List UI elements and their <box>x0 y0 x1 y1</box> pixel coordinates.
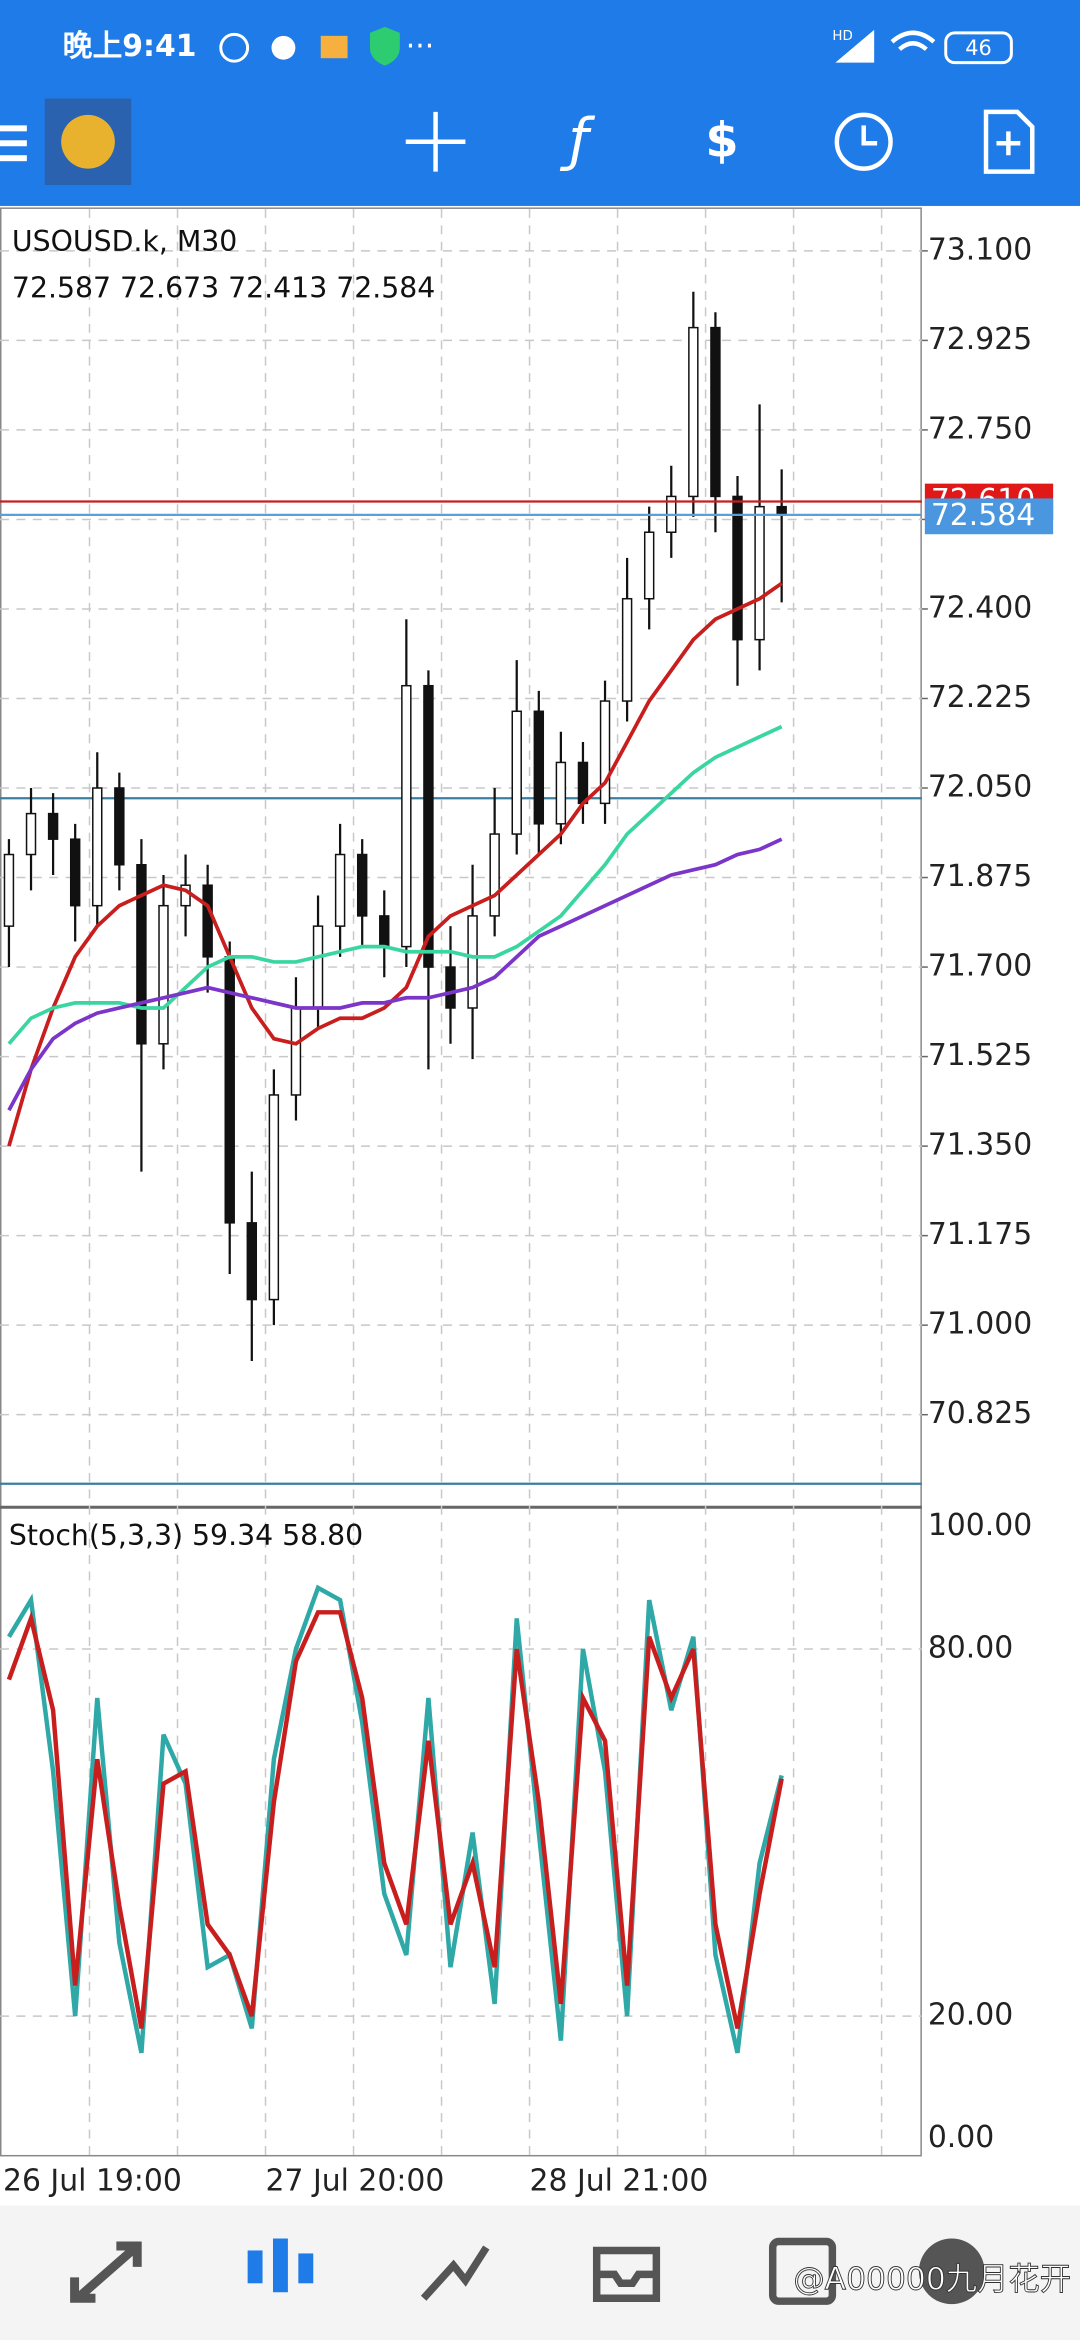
x-tick-label: 26 Jul 19:00 <box>3 2163 182 2198</box>
x-tick-label: 28 Jul 21:00 <box>530 2163 709 2198</box>
y-tick-label: 72.050 <box>928 770 1032 805</box>
y-tick-label: 71.175 <box>928 1217 1032 1252</box>
x-tick-label: 27 Jul 20:00 <box>266 2163 445 2198</box>
stoch-tick-label: 20.00 <box>928 1998 1013 2033</box>
candle-body <box>224 956 235 1224</box>
candle-body <box>158 904 169 1045</box>
candle-body <box>69 838 81 907</box>
candle-body <box>555 761 567 825</box>
stoch-tick-label: 80.00 <box>928 1631 1013 1666</box>
candle-body <box>643 531 655 600</box>
wifi-icon <box>890 30 936 51</box>
candle-body <box>754 505 765 641</box>
candle-body <box>290 1007 302 1096</box>
nav-news[interactable] <box>768 2237 837 2305</box>
alarm-icon <box>219 32 250 63</box>
indicator-line <box>7 581 783 1147</box>
y-tick-label: 73.100 <box>928 232 1032 267</box>
bid-box <box>924 498 1054 535</box>
nav-chart[interactable] <box>247 2238 314 2293</box>
nav-trade[interactable] <box>420 2245 490 2301</box>
wechat-icon <box>271 35 296 60</box>
candle-body <box>533 710 545 825</box>
stoch-label: Stoch(5,3,3) 59.34 58.80 <box>9 1519 363 1552</box>
candle-body <box>246 1222 258 1301</box>
network-type: HD <box>832 29 852 44</box>
candle-body <box>776 505 787 516</box>
candle-body <box>423 684 434 968</box>
candle-body <box>334 853 346 927</box>
candle-body <box>92 787 103 907</box>
candle-body <box>577 761 589 805</box>
y-tick-label: 71.700 <box>928 949 1032 984</box>
candle-body <box>379 915 390 948</box>
watermark: @A00000九月花开 <box>793 2261 1071 2297</box>
candle-body <box>511 710 522 835</box>
status-time: 晚上9:41 <box>63 29 197 64</box>
candle-body <box>202 884 213 958</box>
candle-body <box>114 787 125 866</box>
symbol-label: USOUSD.k, M30 <box>12 225 237 258</box>
clock-hands <box>861 125 878 146</box>
signal-icon <box>835 29 875 63</box>
y-tick-label: 71.875 <box>928 859 1032 894</box>
y-tick-label: 71.525 <box>928 1038 1032 1073</box>
msg-icon <box>320 35 348 59</box>
nav-quotes[interactable] <box>70 2241 142 2303</box>
ohlc-label: 72.587 72.673 72.413 72.584 <box>12 272 435 305</box>
candle-body <box>621 597 633 702</box>
stoch-tick-label: 0.00 <box>928 2120 994 2155</box>
indicator-line <box>7 837 783 1112</box>
battery-icon <box>944 31 1013 65</box>
indicator-line <box>7 1584 784 2054</box>
candle-body <box>25 812 37 856</box>
indicator-line <box>6 1610 784 2029</box>
candle-body <box>732 495 743 641</box>
more-dots: ··· <box>406 29 434 64</box>
new-order-icon[interactable] <box>983 109 1035 174</box>
candle-body <box>710 326 721 498</box>
candle-body <box>467 915 478 1009</box>
candle-body <box>136 864 147 1045</box>
candle-body <box>47 812 59 840</box>
y-tick-label: 71.350 <box>928 1128 1032 1163</box>
trade-icon[interactable]: $ <box>705 113 738 168</box>
nav-settings[interactable] <box>918 2238 985 2305</box>
y-tick-label: 72.750 <box>928 411 1032 446</box>
chart-frame <box>0 207 922 2157</box>
logo-mark <box>61 114 115 169</box>
candle-body <box>3 853 15 927</box>
menu-icon[interactable] <box>0 125 27 162</box>
candle-body <box>312 925 324 1009</box>
y-tick-label: 71.000 <box>928 1307 1032 1342</box>
nav-history[interactable] <box>592 2246 661 2302</box>
candle-body <box>688 326 699 498</box>
candle-body <box>268 1094 280 1301</box>
shield-icon <box>369 26 400 66</box>
battery-level: 46 <box>965 36 992 60</box>
candle-body <box>401 684 412 948</box>
bottom-nav <box>0 2205 1080 2340</box>
stoch-tick-label: 100.00 <box>928 1508 1032 1543</box>
y-tick-label: 70.825 <box>928 1396 1032 1431</box>
crosshair-icon[interactable] <box>405 111 466 172</box>
y-tick-label: 72.225 <box>928 680 1032 715</box>
y-tick-label: 72.925 <box>928 322 1032 357</box>
y-tick-label: 72.400 <box>928 590 1032 625</box>
candle-body <box>599 700 611 805</box>
candle-body <box>489 833 500 917</box>
clock-icon[interactable] <box>834 112 893 171</box>
candle-body <box>445 966 456 1009</box>
bid-label: 72.584 <box>931 498 1035 533</box>
candle-body <box>356 853 368 917</box>
indicator-line <box>7 724 783 1046</box>
